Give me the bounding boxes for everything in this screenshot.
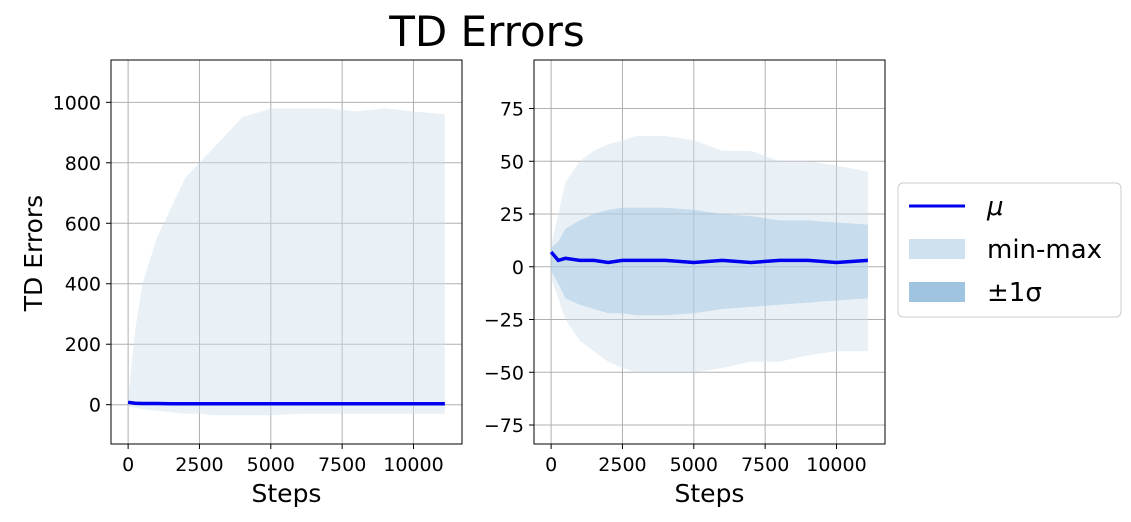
mean-line [127, 400, 445, 406]
x-tick-label: 7500 [318, 454, 366, 476]
legend-std-label: ±1σ [987, 278, 1042, 308]
y-tick-label: 400 [65, 274, 101, 296]
y-axis-label: TD Errors [19, 195, 48, 312]
plot-1: 0 2500 5000 7500 10000 0 200 400 600 800 1000 Steps [53, 59, 463, 508]
x-tick-label: 5000 [247, 454, 295, 476]
x-tick-label: 10000 [806, 454, 866, 476]
y-tick-label: 800 [65, 153, 101, 175]
plot-area [549, 136, 869, 373]
legend-minmax-label: min-max [987, 235, 1102, 265]
x-tick-label: 0 [122, 454, 134, 476]
legend-minmax-swatch [909, 239, 965, 259]
y-tick-label: 0 [512, 257, 524, 279]
x-axis-label: Steps [252, 479, 322, 508]
minmax-band [128, 108, 445, 416]
y-tick-label: −50 [484, 362, 524, 384]
y-tick-label: 25 [500, 204, 524, 226]
mean-line [549, 250, 869, 265]
x-axis-label: Steps [675, 479, 745, 508]
axes-frame [110, 59, 463, 445]
x-tick-label: 10000 [383, 454, 443, 476]
y-tick-label: 200 [65, 334, 101, 356]
y-tick-label: −75 [484, 415, 524, 437]
legend-std-swatch [909, 282, 965, 302]
legend-mean-label: μ [986, 192, 1004, 222]
x-tick-label: 2500 [175, 454, 223, 476]
minmax-band [551, 136, 868, 373]
axes-frame [533, 59, 886, 445]
y-tick-label: 1000 [53, 92, 101, 114]
y-tick-label: 600 [65, 213, 101, 235]
x-tick-label: 2500 [598, 454, 646, 476]
y-tick-label: −25 [484, 310, 524, 332]
y-tick-label: 0 [89, 395, 101, 417]
x-tick-label: 7500 [741, 454, 789, 476]
y-tick-label: 50 [500, 151, 524, 173]
x-tick-label: 0 [545, 454, 557, 476]
y-tick-label: 75 [500, 99, 524, 121]
chart-title: TD Errors [388, 7, 585, 56]
plot-area [127, 108, 445, 416]
x-tick-label: 5000 [670, 454, 718, 476]
legend: μ min-max ±1σ [897, 182, 1122, 318]
plot-2: 0 2500 5000 7500 10000 −75 −50 −25 0 25 50 75 Steps [484, 59, 886, 508]
